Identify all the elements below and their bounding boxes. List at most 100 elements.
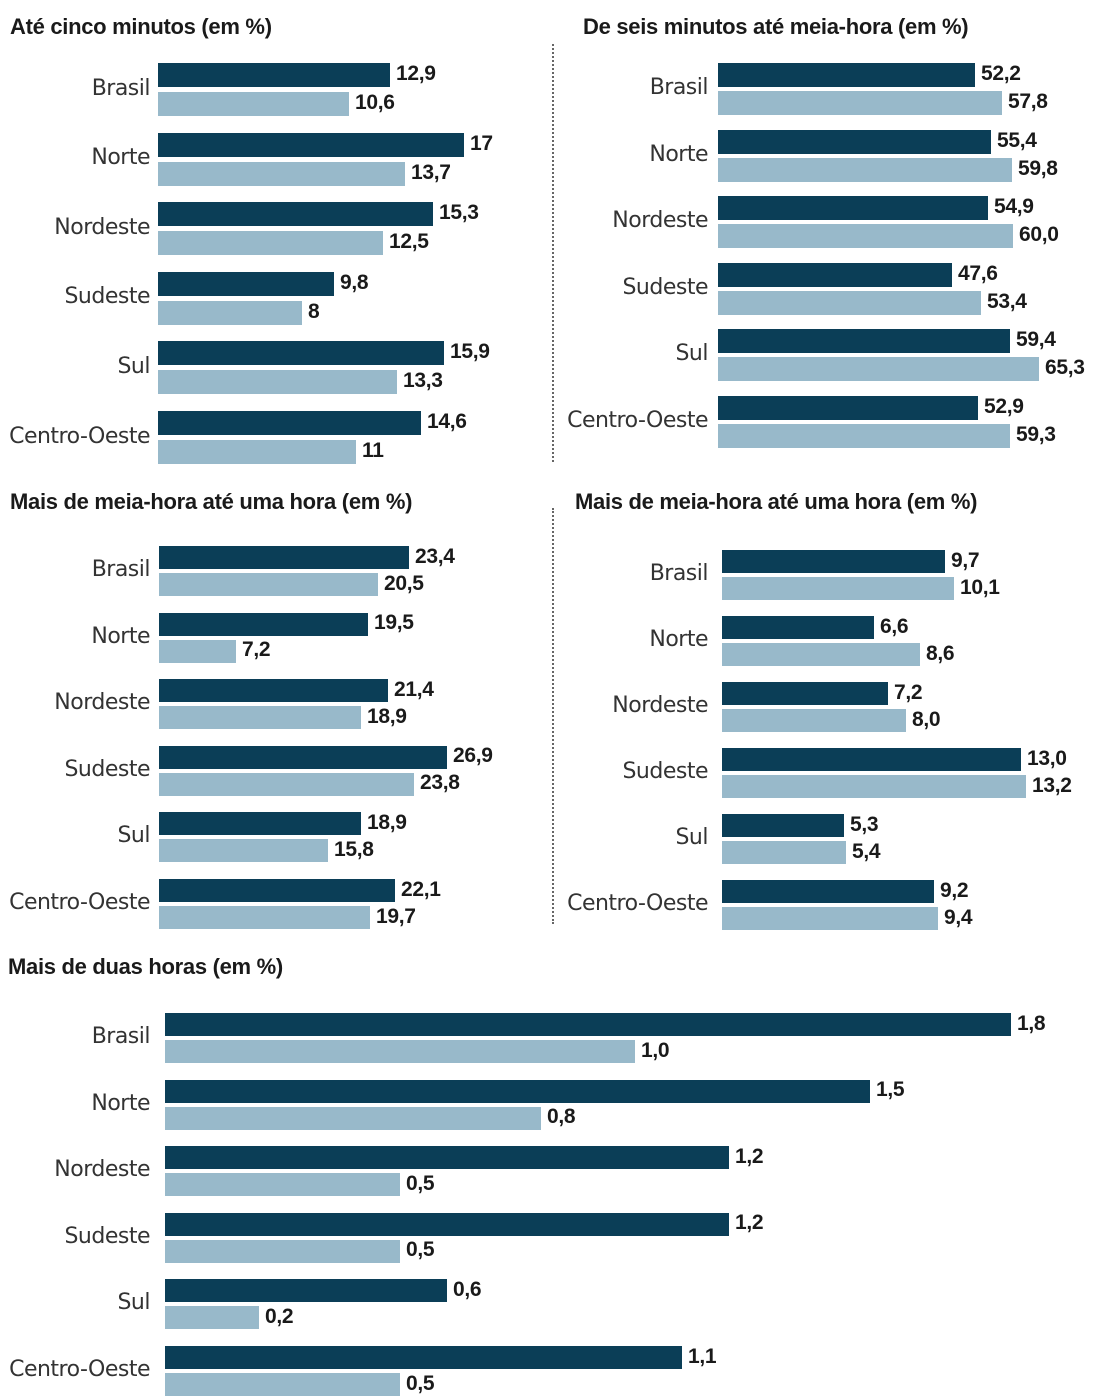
bar: [718, 329, 1010, 354]
data-label: 53,4: [987, 289, 1027, 313]
panel-divider-middle: [552, 508, 554, 924]
bar: [158, 370, 397, 395]
category-label: Nordeste: [612, 208, 708, 234]
bar: [718, 157, 1012, 182]
bar: [158, 161, 405, 186]
data-label: 13,7: [411, 160, 451, 184]
data-label: 20,5: [384, 571, 424, 595]
data-label: 0,5: [406, 1238, 435, 1262]
bar: [159, 772, 414, 796]
category-label: Centro-Oeste: [9, 1357, 150, 1382]
data-label: 13,3: [403, 369, 443, 393]
data-label: 59,8: [1018, 156, 1058, 180]
bar: [159, 906, 370, 929]
bar: [158, 92, 349, 116]
bar: [158, 271, 334, 296]
bar: [722, 682, 888, 705]
data-label: 57,8: [1008, 90, 1048, 113]
data-label: 1,8: [1017, 1011, 1046, 1035]
bar: [159, 745, 447, 769]
data-label: 0,2: [265, 1304, 294, 1328]
bar: [158, 63, 390, 87]
category-label: Sul: [675, 825, 708, 850]
chart-title: Até cinco minutos (em %): [10, 14, 272, 39]
data-label: 59,3: [1016, 423, 1056, 446]
category-label: Brasil: [649, 75, 709, 100]
data-label: 12,9: [396, 62, 436, 85]
data-label: 9,2: [940, 878, 969, 902]
bar: [722, 616, 874, 639]
data-label: 10,6: [355, 91, 395, 114]
bar: [165, 1106, 541, 1130]
bar: [159, 706, 361, 730]
bar: [159, 812, 361, 836]
data-label: 13,0: [1027, 746, 1067, 770]
chart-title: Mais de meia-hora até uma hora (em %): [575, 489, 978, 514]
data-label: 0,5: [406, 1371, 435, 1395]
bar: [165, 1173, 400, 1197]
category-label: Sul: [117, 823, 150, 849]
data-label: 5,3: [850, 812, 879, 836]
data-label: 17: [470, 131, 493, 155]
category-label: Sudeste: [64, 1223, 150, 1249]
data-label: 19,5: [374, 611, 414, 635]
bar: [165, 1346, 682, 1369]
data-label: 54,9: [994, 195, 1034, 219]
data-label: 59,4: [1016, 328, 1056, 352]
bar: [165, 1212, 729, 1236]
chart-title: Mais de meia-hora até uma hora (em %): [10, 489, 413, 514]
bar: [722, 775, 1026, 798]
category-label: Sudeste: [622, 274, 708, 300]
bar: [159, 839, 328, 863]
bar: [158, 411, 421, 435]
data-label: 1,1: [688, 1344, 717, 1368]
bar: [718, 290, 981, 315]
bar: [165, 1146, 729, 1170]
data-label: 5,4: [852, 839, 881, 863]
data-label: 11: [362, 439, 384, 462]
data-label: 52,9: [984, 395, 1024, 418]
data-label: 7,2: [894, 680, 923, 704]
category-label: Brasil: [649, 561, 709, 586]
chart-title: De seis minutos até meia-hora (em %): [583, 14, 969, 39]
bar: [158, 202, 433, 227]
bar: [165, 1013, 1011, 1036]
data-label: 12,5: [389, 230, 429, 254]
data-label: 52,2: [981, 62, 1021, 85]
bar: [722, 907, 938, 930]
category-label: Sudeste: [64, 756, 150, 782]
data-label: 1,5: [876, 1078, 905, 1102]
data-label: 23,4: [415, 544, 455, 568]
bar: [159, 879, 395, 902]
bar: [165, 1079, 870, 1103]
bar: [165, 1040, 635, 1063]
bar: [718, 357, 1039, 382]
category-label: Sul: [117, 353, 150, 379]
category-label: Nordeste: [54, 1157, 150, 1183]
category-label: Nordeste: [54, 214, 150, 240]
bar: [159, 679, 388, 703]
bar: [158, 132, 464, 157]
bar: [722, 643, 920, 666]
chart-title: Mais de duas horas (em %): [8, 954, 283, 979]
data-label: 19,7: [376, 904, 416, 928]
bar: [718, 63, 975, 87]
bar: [158, 341, 444, 366]
bar: [165, 1239, 400, 1263]
category-label: Sudeste: [622, 759, 708, 784]
data-label: 15,9: [450, 340, 490, 364]
category-label: Sudeste: [64, 284, 150, 310]
data-label: 1,2: [735, 1144, 764, 1168]
data-label: 9,7: [951, 548, 980, 572]
data-label: 7,2: [242, 638, 271, 662]
category-label: Centro-Oeste: [9, 423, 150, 449]
bar: [718, 396, 978, 420]
bar: [722, 880, 934, 903]
category-label: Brasil: [91, 557, 151, 582]
category-label: Centro-Oeste: [567, 891, 708, 916]
data-label: 8,0: [912, 707, 941, 731]
bar: [722, 577, 954, 600]
data-label: 21,4: [394, 677, 434, 701]
bar: [718, 424, 1010, 448]
category-label: Sul: [675, 341, 708, 367]
